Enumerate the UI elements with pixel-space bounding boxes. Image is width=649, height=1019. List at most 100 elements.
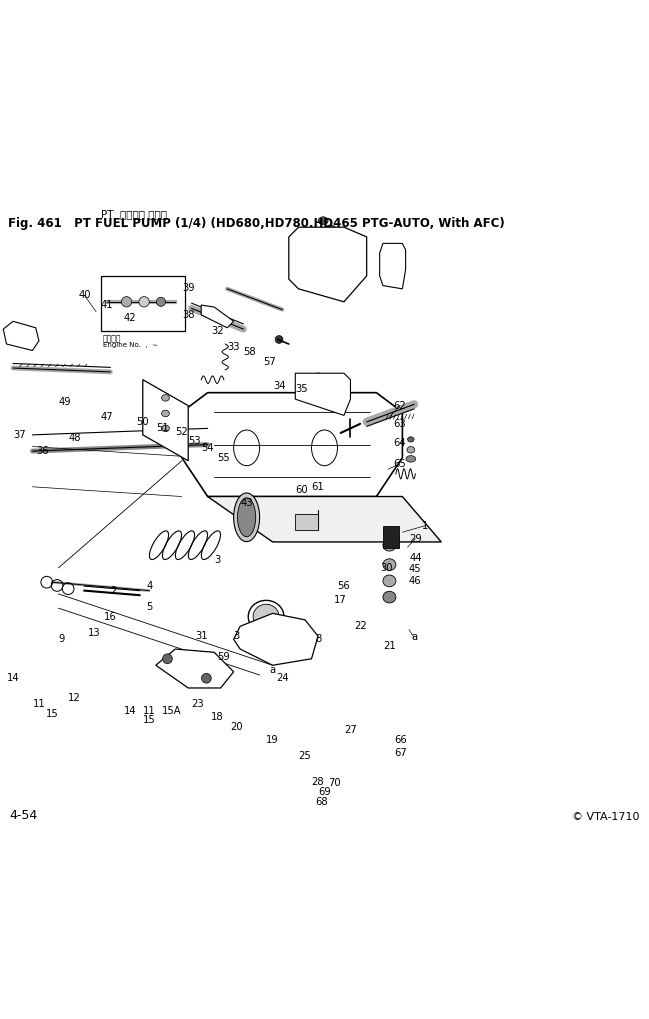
Text: 45: 45 — [409, 565, 422, 575]
Text: 3: 3 — [214, 555, 221, 566]
Polygon shape — [234, 613, 318, 665]
Text: 70: 70 — [328, 779, 341, 789]
Text: 20: 20 — [230, 721, 243, 732]
Text: 32: 32 — [211, 326, 224, 336]
Text: 44: 44 — [409, 553, 422, 564]
Text: 9: 9 — [58, 634, 65, 644]
Polygon shape — [3, 321, 39, 351]
Text: 62: 62 — [393, 400, 406, 411]
Ellipse shape — [238, 498, 256, 537]
Text: 15: 15 — [45, 709, 58, 719]
Text: Engine No.  ,  ∼: Engine No. , ∼ — [103, 342, 158, 348]
Text: 40: 40 — [78, 290, 91, 301]
Ellipse shape — [162, 425, 169, 432]
Ellipse shape — [407, 446, 415, 453]
Bar — [101, 276, 185, 331]
Text: 15: 15 — [143, 715, 156, 726]
Text: © VTA-1710: © VTA-1710 — [572, 812, 639, 822]
Text: 29: 29 — [409, 534, 422, 544]
Text: 19: 19 — [266, 735, 279, 745]
Text: 64: 64 — [393, 438, 406, 448]
Text: 24: 24 — [276, 674, 289, 684]
Text: 22: 22 — [354, 622, 367, 632]
Text: Fig. 461   PT FUEL PUMP (1/4) (HD680,HD780,HD465 PTG-AUTO, With AFC): Fig. 461 PT FUEL PUMP (1/4) (HD680,HD780… — [8, 217, 504, 230]
Text: 47: 47 — [101, 413, 114, 422]
Text: 49: 49 — [58, 397, 71, 408]
Polygon shape — [380, 244, 406, 288]
Text: 27: 27 — [344, 726, 357, 735]
Text: 43: 43 — [240, 498, 253, 508]
Text: a: a — [269, 665, 276, 676]
Ellipse shape — [162, 654, 173, 663]
Text: 17: 17 — [334, 595, 347, 605]
Ellipse shape — [275, 335, 283, 343]
Text: 57: 57 — [263, 357, 276, 367]
Text: 13: 13 — [88, 628, 101, 638]
Ellipse shape — [334, 233, 344, 240]
Text: 12: 12 — [68, 693, 81, 703]
Text: 14: 14 — [123, 706, 136, 715]
Text: 31: 31 — [195, 631, 208, 641]
Ellipse shape — [383, 539, 396, 551]
Ellipse shape — [156, 298, 165, 307]
Text: 51: 51 — [156, 423, 169, 433]
Text: 68: 68 — [315, 797, 328, 807]
Text: 59: 59 — [217, 652, 230, 662]
Text: 28: 28 — [312, 777, 324, 787]
Ellipse shape — [234, 493, 260, 542]
Text: 56: 56 — [337, 581, 350, 591]
Text: PT  フュエル ポンプ: PT フュエル ポンプ — [101, 210, 167, 220]
Text: 18: 18 — [211, 712, 224, 722]
Ellipse shape — [408, 437, 414, 442]
Text: a: a — [411, 633, 417, 642]
Ellipse shape — [383, 591, 396, 603]
Ellipse shape — [253, 604, 279, 629]
Ellipse shape — [383, 575, 396, 587]
Ellipse shape — [326, 225, 336, 233]
Ellipse shape — [139, 297, 149, 307]
Ellipse shape — [162, 411, 169, 417]
Ellipse shape — [383, 558, 396, 571]
Text: 33: 33 — [227, 342, 240, 353]
Text: 55: 55 — [217, 452, 230, 463]
Ellipse shape — [162, 394, 169, 401]
Text: 42: 42 — [123, 313, 136, 323]
Polygon shape — [208, 496, 441, 542]
Text: 63: 63 — [393, 419, 406, 429]
Text: 39: 39 — [182, 282, 195, 292]
Text: 2: 2 — [110, 586, 117, 596]
Text: 30: 30 — [380, 562, 393, 573]
Text: 35: 35 — [295, 384, 308, 394]
Text: 8: 8 — [315, 634, 321, 644]
Text: 41: 41 — [101, 300, 114, 310]
Ellipse shape — [406, 455, 416, 463]
Text: 14: 14 — [6, 674, 19, 684]
Ellipse shape — [318, 217, 328, 224]
Polygon shape — [143, 380, 188, 461]
Polygon shape — [182, 392, 402, 496]
Text: 15A: 15A — [162, 706, 182, 715]
Text: 69: 69 — [318, 787, 331, 797]
Text: 34: 34 — [273, 381, 286, 391]
Text: 1: 1 — [422, 521, 428, 531]
Ellipse shape — [121, 297, 132, 307]
Text: 36: 36 — [36, 446, 49, 457]
Text: 37: 37 — [13, 430, 26, 440]
Polygon shape — [156, 649, 234, 688]
Polygon shape — [201, 305, 234, 328]
Ellipse shape — [310, 373, 326, 386]
Polygon shape — [289, 227, 367, 302]
Text: 53: 53 — [188, 436, 201, 446]
Polygon shape — [295, 373, 350, 416]
Text: 67: 67 — [395, 748, 408, 758]
Text: 50: 50 — [136, 417, 149, 427]
Bar — [383, 526, 399, 548]
Text: 46: 46 — [409, 576, 422, 586]
Text: 適用号機: 適用号機 — [103, 334, 121, 343]
Text: 38: 38 — [182, 310, 195, 320]
Bar — [295, 514, 318, 530]
Text: 60: 60 — [295, 485, 308, 495]
Text: 25: 25 — [299, 751, 312, 761]
Text: 4: 4 — [146, 581, 153, 591]
Text: 11: 11 — [32, 699, 45, 709]
